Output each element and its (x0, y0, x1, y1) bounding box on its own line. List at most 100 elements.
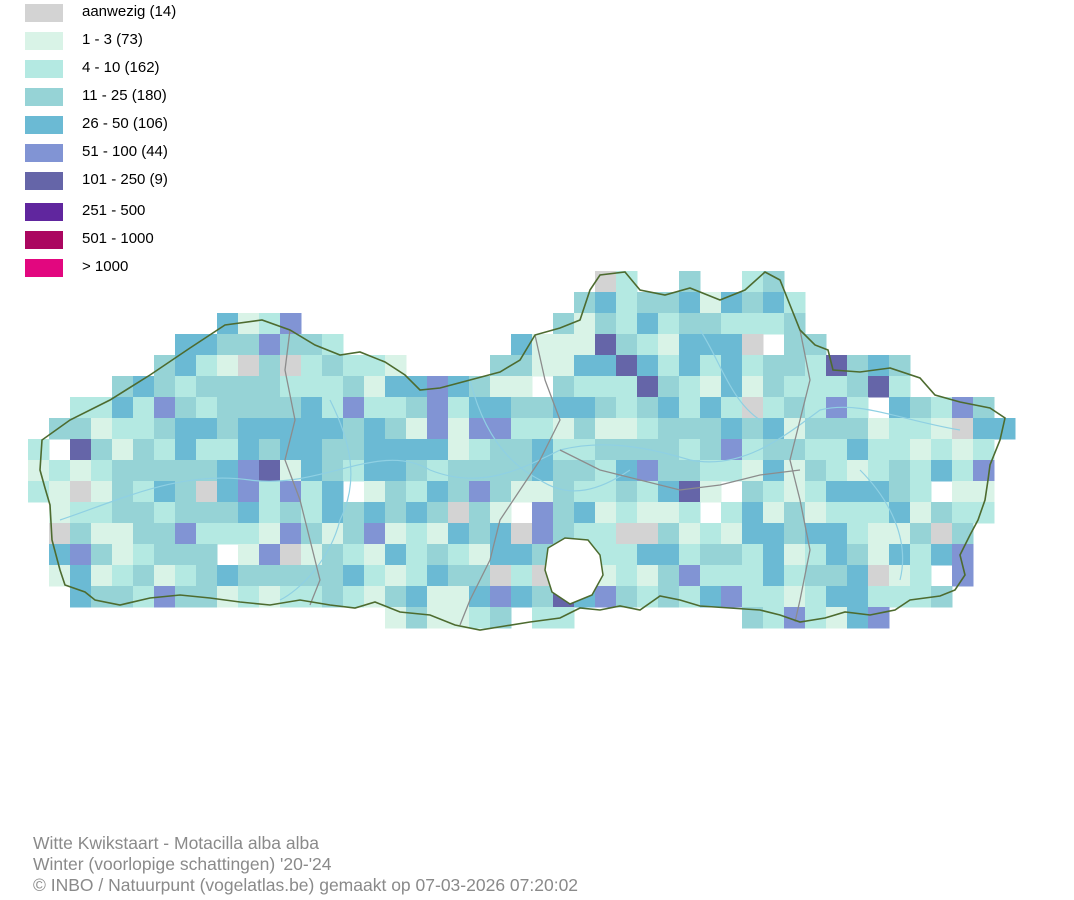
grid-cell (427, 397, 449, 419)
season-subtitle: Winter (voorlopige schattingen) '20-'24 (33, 854, 332, 874)
grid-cell (301, 439, 323, 461)
grid-cell (70, 418, 92, 440)
grid-cell (763, 355, 785, 377)
grid-cell (217, 460, 239, 482)
legend-swatch (25, 60, 63, 78)
grid-cell (175, 439, 197, 461)
grid-cell (196, 586, 218, 608)
grid-cell (889, 439, 911, 461)
grid-cell (364, 439, 386, 461)
grid-cell (133, 586, 155, 608)
species-title: Witte Kwikstaart - Motacilla alba alba (33, 833, 319, 853)
grid-cell (763, 460, 785, 482)
grid-cell (742, 292, 764, 314)
grid-cell (763, 313, 785, 335)
grid-cell (301, 397, 323, 419)
grid-cell (259, 523, 281, 545)
grid-cell (910, 586, 932, 608)
legend-item-251-500: 251 - 500 (25, 201, 275, 223)
river (59, 449, 561, 521)
grid-cell (784, 607, 806, 629)
grid-cell (427, 460, 449, 482)
grid-cell (616, 376, 638, 398)
grid-cell (343, 565, 365, 587)
grid-cell (805, 355, 827, 377)
grid-cell (364, 586, 386, 608)
grid-cell (784, 334, 806, 356)
grid-cell (532, 481, 554, 503)
grid-cell (427, 565, 449, 587)
grid-cell (763, 271, 785, 293)
grid-cell (70, 523, 92, 545)
grid-cell (721, 355, 743, 377)
legend-item-aanwezig: aanwezig (14) (25, 2, 275, 24)
grid-cell (868, 439, 890, 461)
grid-cell (406, 607, 428, 629)
grid-cell (280, 565, 302, 587)
grid-cell (427, 523, 449, 545)
grid-cell (448, 523, 470, 545)
grid-cell (133, 544, 155, 566)
grid-cell (217, 355, 239, 377)
grid-cell (133, 565, 155, 587)
grid-cell (112, 502, 134, 524)
grid-cell (742, 565, 764, 587)
grid-cell (616, 565, 638, 587)
legend-label: 26 - 50 (106) (82, 115, 168, 132)
grid-cell (868, 607, 890, 629)
grid-cell (889, 355, 911, 377)
grid-cell (133, 418, 155, 440)
grid-cell (826, 607, 848, 629)
grid-cell (553, 376, 575, 398)
grid-cell (742, 544, 764, 566)
grid-cell (826, 502, 848, 524)
grid-cell (448, 418, 470, 440)
grid-cell (406, 397, 428, 419)
grid-cell (784, 439, 806, 461)
grid-cell (448, 397, 470, 419)
grid-cell (448, 481, 470, 503)
grid-cell (574, 334, 596, 356)
grid-cell (175, 544, 197, 566)
grid-cell (427, 376, 449, 398)
grid-cell (658, 355, 680, 377)
grid-cell (679, 271, 701, 293)
grid-cell (595, 586, 617, 608)
grid-cell (343, 523, 365, 545)
grid-cell (280, 544, 302, 566)
grid-cell (112, 376, 134, 398)
grid-cell (322, 439, 344, 461)
grid-cell (931, 586, 953, 608)
grid-cell (574, 502, 596, 524)
legend-swatch (25, 144, 63, 162)
grid-cell (301, 355, 323, 377)
grid-cell (175, 376, 197, 398)
grid-cell (385, 418, 407, 440)
grid-cell (175, 460, 197, 482)
grid-cell (847, 565, 869, 587)
grid-cell (343, 544, 365, 566)
grid-cell (280, 355, 302, 377)
grid-cell (847, 439, 869, 461)
grid-cell (28, 460, 50, 482)
grid-cell (910, 397, 932, 419)
grid-cell (385, 586, 407, 608)
grid-cell (868, 502, 890, 524)
grid-cell (721, 376, 743, 398)
grid-cell (490, 481, 512, 503)
grid-cell (490, 439, 512, 461)
grid-cell (889, 586, 911, 608)
grid-cell (595, 439, 617, 461)
grid-cell (805, 607, 827, 629)
grid-cell (784, 397, 806, 419)
grid-cell (511, 481, 533, 503)
grid-cell (742, 313, 764, 335)
grid-cell (805, 439, 827, 461)
grid-cell (343, 418, 365, 440)
grid-cell (637, 502, 659, 524)
grid-cell (154, 418, 176, 440)
grid-cell (175, 397, 197, 419)
grid-cell (364, 565, 386, 587)
grid-cell (805, 544, 827, 566)
